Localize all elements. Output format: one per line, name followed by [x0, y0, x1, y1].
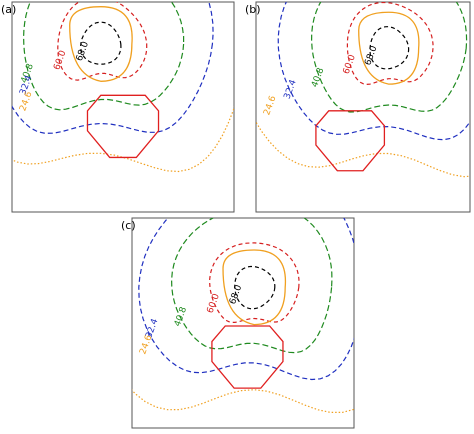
contour-label: 32.4: [283, 78, 299, 101]
panel: (a)68.060.040.832.424.6: [1, 1, 235, 213]
contour-label: 60.0: [52, 49, 68, 72]
contour-line: [57, 2, 148, 81]
contour-line: [12, 106, 234, 173]
panel: (b) 68.0 60.0 40.8 32.4 24.6: [245, 1, 471, 213]
plot-area: [12, 2, 234, 173]
contour-line: [310, 2, 468, 113]
contour-label: 68.0: [228, 283, 244, 306]
contour-label: 68.0: [363, 44, 379, 67]
organ-outline: [315, 110, 386, 172]
contour-label: 24.6: [262, 94, 278, 117]
plot-area: [132, 218, 354, 413]
organ-outline: [211, 325, 284, 389]
contour-label: 24.6: [138, 333, 154, 356]
target-outline: [358, 11, 420, 85]
contour-line: [369, 26, 410, 70]
panel-frame: [131, 217, 355, 429]
contour-line: [138, 218, 354, 381]
contour-line: [132, 389, 354, 413]
contour-line: [234, 265, 276, 310]
contour-line: [22, 2, 185, 111]
contour-label: 60.0: [342, 53, 358, 76]
target-outline: [222, 249, 287, 326]
contour-line: [170, 218, 333, 354]
panel-frame: [11, 1, 235, 213]
panel: (c)68.060.040.832.424.6: [121, 217, 355, 429]
panel-label: (a): [1, 3, 16, 16]
plot-area: [256, 2, 470, 178]
contour-label: 40.8: [173, 305, 189, 328]
panel-label: (c): [121, 219, 136, 232]
organ-outline: [86, 94, 160, 159]
target-outline: [69, 6, 133, 82]
contour-line: [277, 2, 470, 141]
contour-label: 68.0: [75, 40, 91, 63]
contour-line: [80, 21, 122, 65]
contour-line: [256, 120, 470, 178]
contour-line: [346, 2, 434, 86]
panel-label: (b): [245, 3, 261, 16]
contour-label: 40.8: [310, 66, 326, 89]
contour-label: 60.0: [206, 292, 222, 315]
panel-frame: [255, 1, 471, 213]
contour-line: [209, 242, 300, 323]
